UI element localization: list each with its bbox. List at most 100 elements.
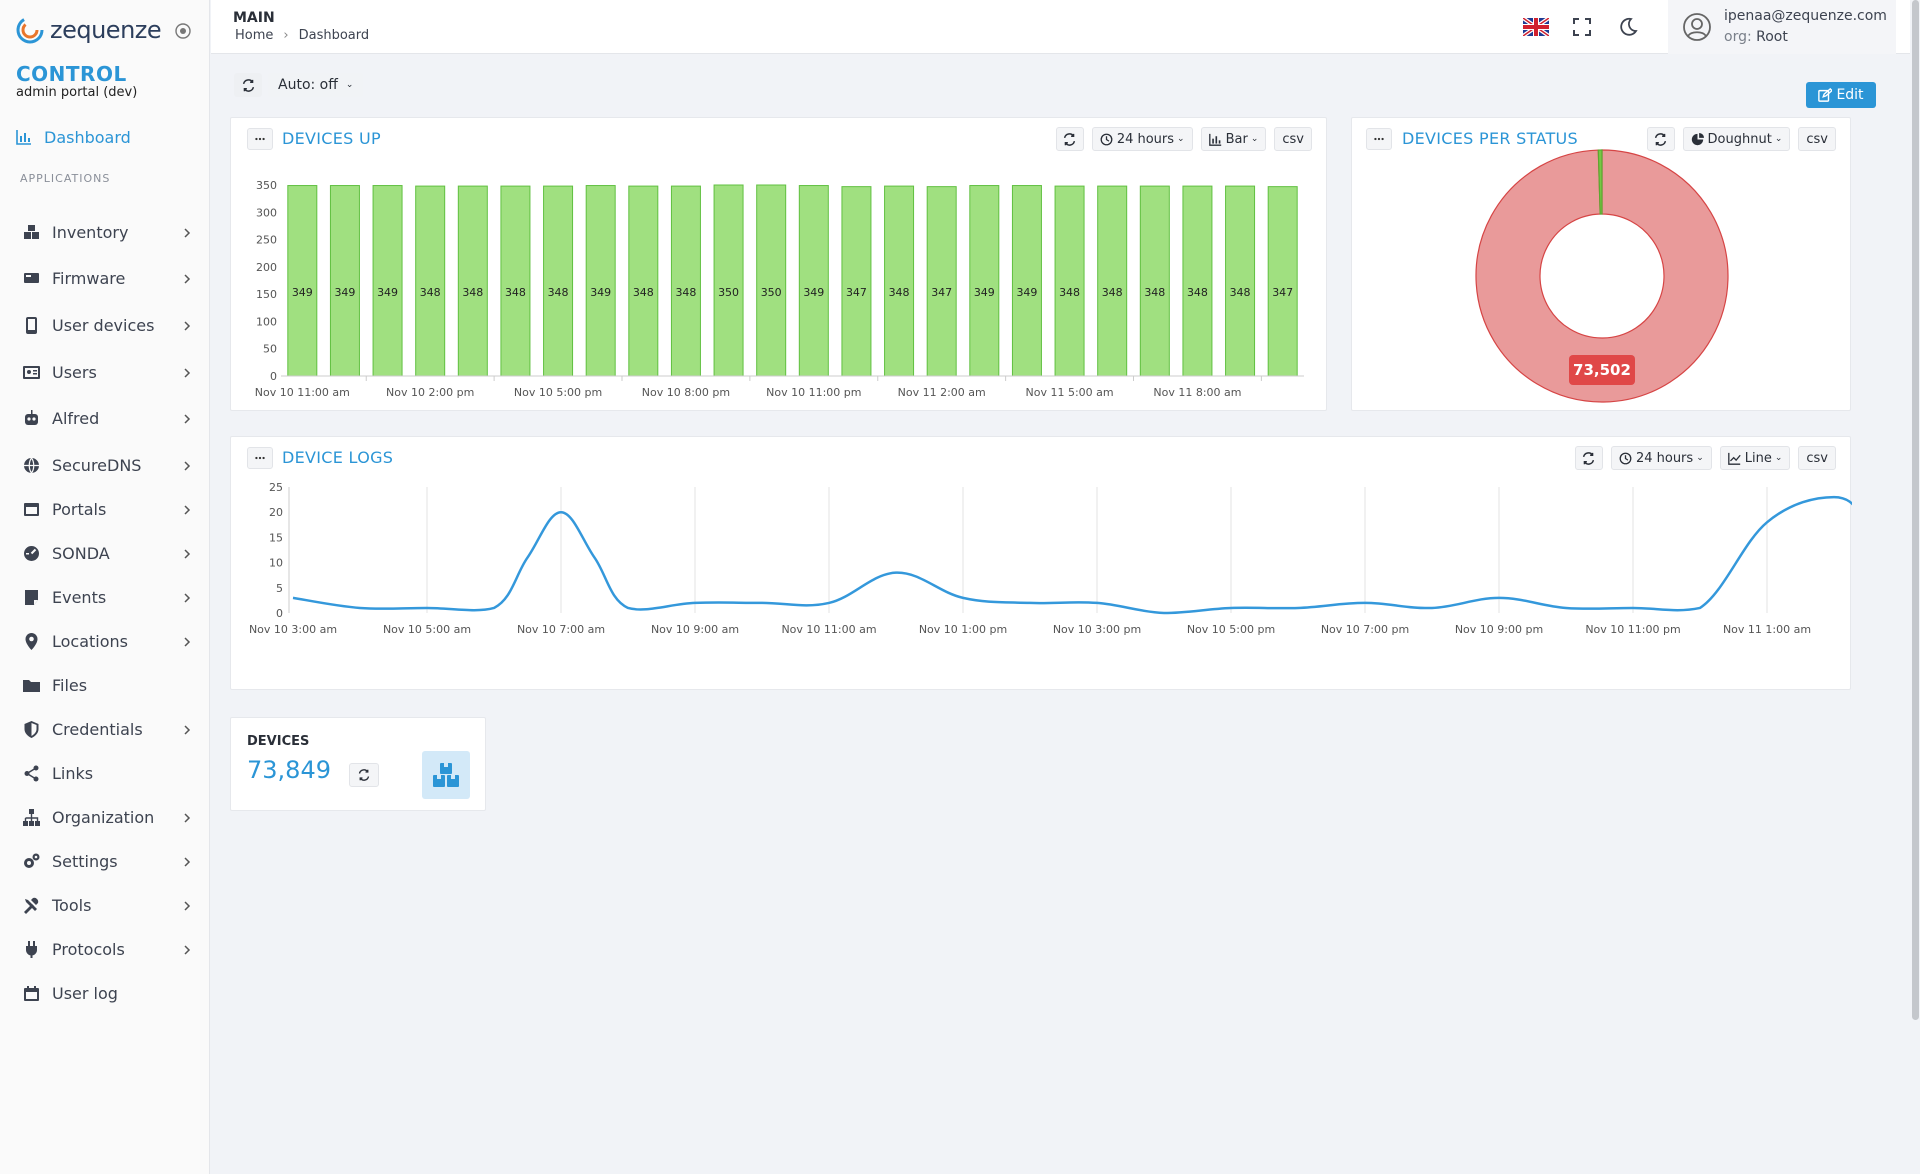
sidebar-item-inventory[interactable]: Inventory — [22, 219, 192, 245]
bar-data-label: 347 — [931, 286, 952, 299]
sidebar-item-label: Organization — [52, 807, 155, 827]
y-tick-label: 10 — [269, 557, 283, 570]
refresh-button[interactable] — [234, 73, 262, 97]
sidebar-item-user-log[interactable]: User log — [22, 980, 192, 1006]
csv-export-button[interactable]: csv — [1274, 127, 1312, 151]
sidebar-item-firmware[interactable]: Firmware — [22, 265, 192, 291]
chart-type-dropdown[interactable]: Doughnut ⌄ — [1682, 127, 1791, 151]
sidebar-item-organization[interactable]: Organization — [22, 804, 192, 830]
doughnut-slice[interactable] — [1475, 149, 1729, 403]
bar[interactable] — [1054, 185, 1085, 377]
time-range-dropdown[interactable]: 24 hours ⌄ — [1091, 127, 1193, 151]
card-menu-button[interactable] — [247, 128, 273, 150]
bar[interactable] — [926, 186, 957, 377]
bar[interactable] — [713, 184, 744, 377]
chart-type-dropdown[interactable]: Line ⌄ — [1719, 446, 1791, 470]
bar[interactable] — [1097, 185, 1128, 377]
sidebar-item-users[interactable]: Users — [22, 359, 192, 385]
breadcrumb-home[interactable]: Home — [235, 28, 274, 43]
bar[interactable] — [969, 185, 1000, 377]
x-tick-label: Nov 10 9:00 pm — [1455, 623, 1543, 636]
sidebar-item-tools[interactable]: Tools — [22, 892, 192, 918]
brand-title: CONTROL — [16, 62, 127, 86]
bar[interactable] — [798, 185, 829, 377]
plug-icon — [22, 940, 40, 958]
sidebar-item-events[interactable]: Events — [22, 584, 192, 610]
sidebar-item-user-devices[interactable]: User devices — [22, 312, 192, 338]
chevron-down-icon: ⌄ — [1696, 453, 1704, 463]
devices-per-status-card: DEVICES PER STATUS Doughnut ⌄ csv 73,502 — [1351, 117, 1851, 411]
breadcrumb-separator-icon: › — [283, 28, 289, 43]
bar[interactable] — [457, 185, 488, 377]
bar[interactable] — [543, 185, 574, 377]
share-icon — [22, 764, 40, 782]
user-menu[interactable]: ipenaa@zequenze.com org: Root — [1668, 0, 1896, 54]
sidebar-item-locations[interactable]: Locations — [22, 628, 192, 654]
sidebar-item-credentials[interactable]: Credentials — [22, 716, 192, 742]
brand-subtitle: admin portal (dev) — [16, 85, 138, 100]
sidebar-item-label: Alfred — [52, 408, 100, 428]
brand: CONTROL admin portal (dev) — [16, 63, 137, 101]
chevron-down-icon: ⌄ — [345, 80, 354, 90]
bar[interactable] — [585, 185, 616, 377]
bar[interactable] — [756, 184, 787, 377]
x-tick-label: Nov 10 1:00 pm — [919, 623, 1007, 636]
sidebar-item-label: User log — [52, 983, 118, 1003]
card-menu-button[interactable] — [247, 447, 273, 469]
bar[interactable] — [670, 185, 701, 377]
bar[interactable] — [841, 186, 872, 377]
boxes-icon — [22, 223, 40, 241]
card-menu-button[interactable] — [1366, 128, 1392, 150]
doughnut-slice[interactable] — [1597, 149, 1603, 215]
csv-export-button[interactable]: csv — [1798, 127, 1836, 151]
bar[interactable] — [415, 185, 446, 377]
fullscreen-icon[interactable] — [1569, 14, 1595, 40]
bar[interactable] — [1139, 185, 1170, 377]
stat-refresh-button[interactable] — [349, 763, 379, 787]
bar[interactable] — [1011, 185, 1042, 377]
log-series-line[interactable] — [292, 495, 1852, 615]
sidebar-item-links[interactable]: Links — [22, 760, 192, 786]
sidebar-item-protocols[interactable]: Protocols — [22, 936, 192, 962]
bar[interactable] — [1182, 185, 1213, 377]
app-logo[interactable]: zequenze — [14, 14, 194, 46]
sidebar-item-files[interactable]: Files — [22, 672, 192, 698]
bar[interactable] — [884, 185, 915, 377]
bar[interactable] — [329, 185, 360, 377]
card-refresh-button[interactable] — [1646, 127, 1675, 151]
sidebar-item-portals[interactable]: Portals — [22, 496, 192, 522]
sidebar-item-dashboard[interactable]: Dashboard — [16, 125, 196, 149]
bar[interactable] — [1225, 185, 1256, 377]
slice-value-label: 73,502 — [1573, 361, 1631, 379]
y-tick-label: 350 — [256, 179, 277, 192]
bar[interactable] — [372, 185, 403, 377]
refresh-icon — [1654, 132, 1667, 146]
sidebar-pin-icon[interactable] — [174, 22, 192, 40]
card-tools: 24 hours ⌄ Bar ⌄ csv — [1048, 127, 1312, 151]
chart-type-dropdown[interactable]: Bar ⌄ — [1200, 127, 1267, 151]
card-refresh-button[interactable] — [1574, 446, 1603, 470]
sidebar-item-label: User devices — [52, 315, 155, 335]
x-tick-label: Nov 11 8:00 am — [1153, 386, 1241, 399]
dark-mode-moon-icon[interactable] — [1615, 14, 1641, 40]
sidebar-item-alfred[interactable]: Alfred — [22, 405, 192, 431]
scrollbar-thumb[interactable] — [1912, 0, 1919, 1020]
devices-up-card: DEVICES UP 24 hours ⌄ Bar ⌄ csv 0 50 100 15… — [230, 117, 1327, 411]
edit-button[interactable]: Edit — [1806, 82, 1876, 108]
sidebar-item-sonda[interactable]: SONDA — [22, 540, 192, 566]
y-tick-label: 300 — [256, 206, 277, 219]
sidebar-item-label: Portals — [52, 499, 107, 519]
bar[interactable] — [628, 185, 659, 377]
time-range-dropdown[interactable]: 24 hours ⌄ — [1610, 446, 1712, 470]
card-refresh-button[interactable] — [1055, 127, 1084, 151]
sidebar-item-settings[interactable]: Settings — [22, 848, 192, 874]
sidebar-item-securedns[interactable]: SecureDNS — [22, 452, 192, 478]
bar[interactable] — [287, 185, 318, 377]
bar[interactable] — [1267, 186, 1298, 377]
bar-data-label: 348 — [633, 286, 654, 299]
card-title: DEVICE LOGS — [282, 448, 394, 467]
bar[interactable] — [500, 185, 531, 377]
language-flag-icon[interactable] — [1523, 14, 1549, 40]
auto-refresh-dropdown[interactable]: Auto: off ⌄ — [268, 73, 364, 97]
csv-export-button[interactable]: csv — [1798, 446, 1836, 470]
